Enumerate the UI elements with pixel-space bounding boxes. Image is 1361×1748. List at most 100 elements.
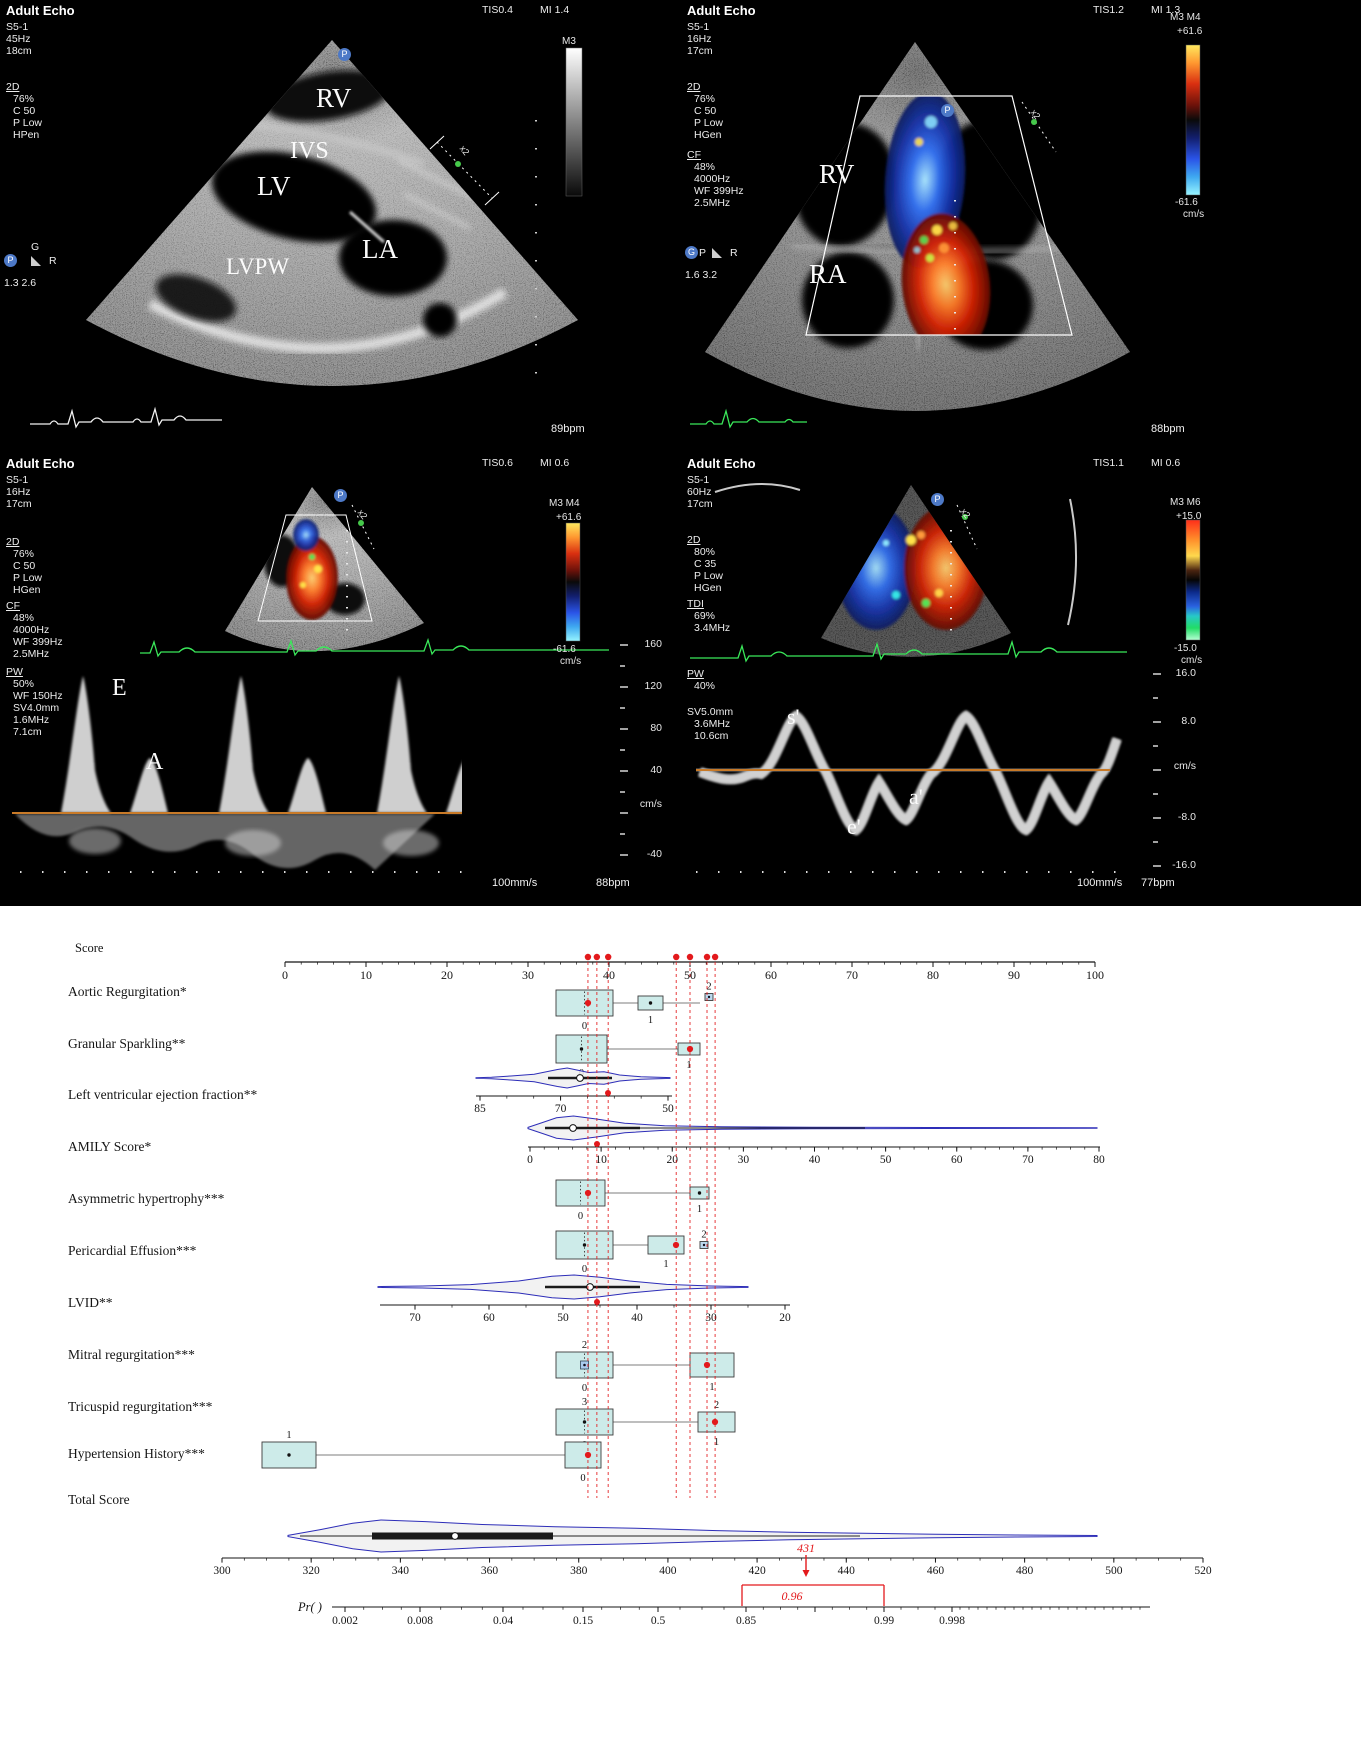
zoom-label: x2 [355,507,370,522]
category-label: 0 [582,1383,587,1394]
imaging-param: 48% [694,161,716,173]
echo-panel-apical-four-chamber-color: Adult Echo S5-1 16Hz 17cm TIS1.2 MI 1.3 2D 76% C… [681,0,1361,453]
depth-label: 17cm [6,498,32,510]
anatomy-label-RV: RV [316,83,352,113]
score-tick-label: 10 [360,968,372,982]
orientation-left-label: P [699,247,707,259]
pr-tick-label: 0.5 [651,1615,666,1627]
axis-tick-label: 50 [662,1103,674,1115]
velocity-scale-label: -40 [646,848,662,860]
colorbar-unit-label: cm/s [560,656,582,667]
imaging-param: HGen [13,584,41,596]
ecg-trace [690,408,807,429]
pr-tick-label: 0.008 [407,1615,433,1627]
axis-tick-label: 70 [1022,1154,1034,1166]
imaging-param: 40% [694,680,716,692]
imaging-param: 2.5MHz [694,197,731,209]
axis-tick-label: 400 [659,1565,677,1577]
imaging-param: P Low [694,570,723,582]
colorbar-min-label: -15.0 [1174,643,1197,654]
predicted-probability: 0.96 [782,1589,803,1603]
probe-orientation-marker: P [941,104,954,117]
velocity-scale-label: 160 [644,638,662,650]
imaging-param: C 50 [13,560,36,572]
colormap-label: M3 [562,36,576,47]
colorbar-max-label: +61.6 [556,512,582,523]
orientation-triangle-icon [31,256,41,266]
color-roi-outline [257,514,373,622]
echo-panel-mitral-inflow-pw-doppler: Adult Echo S5-1 16Hz 17cm TIS0.6 MI 0.6 2D 76% C… [0,453,680,906]
axis-tick-label: 70 [555,1103,567,1115]
frame-rate-label: 60Hz [687,486,712,498]
imaging-param: SV4.0mm [13,702,60,714]
patient-score-dot [703,953,711,961]
heart-rate-label: 88bpm [596,877,630,889]
axis-tick-label: 30 [705,1312,717,1324]
anatomy-label-E: E [112,675,127,701]
imaging-param: 80% [694,546,716,558]
row-label: Granular Sparkling** [68,1036,186,1051]
imaging-param: 69% [694,610,716,622]
row-label: Hypertension History*** [68,1446,205,1461]
imaging-param: 3.6MHz [694,718,731,730]
colormap-label: M3 M6 [1170,497,1201,508]
violin-median [451,1532,459,1540]
ecg-trace [690,639,1127,663]
imaging-param: SV5.0mm [687,706,734,718]
imaging-param: 4000Hz [13,624,50,636]
axis-tick-label: 70 [409,1312,421,1324]
focus-marker [455,161,461,167]
category-label: 3 [582,1397,587,1408]
probe-label: S5-1 [6,21,29,33]
score-box [647,1235,685,1255]
depth-label: 17cm [687,498,713,510]
frame-rate-label: 45Hz [6,33,31,45]
echo-montage: Adult Echo S5-1 45Hz 18cm TIS0.4 MI 1.4 2D 76% C… [0,0,1361,906]
sweep-speed-label: 100mm/s [492,877,538,889]
velocity-scale-ticks [1153,673,1161,867]
score-tick-label: 40 [603,968,615,982]
patient-score-dot [604,953,612,961]
imaging-param: P Low [13,117,42,129]
anatomy-label-s: s' [787,704,800,729]
color-doppler-bar [565,522,581,642]
median-dot [579,1047,584,1051]
axis-tick-label: 480 [1016,1565,1034,1577]
score-tick-label: 0 [282,968,288,982]
colormap-label: M3 M4 [1170,12,1201,23]
imaging-param: 2D [6,81,20,93]
exam-type-label: Adult Echo [687,456,756,471]
category-label: 2 [714,1400,719,1411]
patient-score-dot [673,953,680,961]
anatomy-label-RA: RA [809,259,847,289]
imaging-param: WF 150Hz [13,690,63,702]
imaging-param: P Low [694,117,723,129]
imaging-param: HGen [694,582,722,594]
violin-box [372,1532,553,1540]
probe-label: S5-1 [687,21,710,33]
color-doppler-bar [1185,44,1201,196]
colorbar-unit-label: cm/s [1181,655,1203,666]
median-dot [582,1243,587,1247]
axis-tick-label: 320 [303,1565,321,1577]
imaging-param: 76% [13,93,35,105]
gain-values-label: 1.6 3.2 [685,269,718,281]
imaging-param: C 50 [694,105,717,117]
imaging-param: 7.1cm [13,726,42,738]
exam-type-label: Adult Echo [6,3,75,18]
velocity-scale-label: 8.0 [1181,715,1196,727]
row-label: LVID** [68,1295,113,1310]
orientation-right-label: R [49,255,57,267]
pr-tick-label: 0.04 [493,1615,513,1627]
median-dot [648,1001,653,1005]
score-tick-label: 80 [927,968,939,982]
colorbar-min-label: -61.6 [553,644,576,655]
score-tick-label: 20 [441,968,453,982]
exam-type-label: Adult Echo [687,3,756,18]
gain-values-label: 1.3 2.6 [4,277,37,289]
imaging-param: P Low [13,572,42,584]
axis-tick-label: 340 [392,1565,410,1577]
orientation-top-label: G [31,241,40,253]
